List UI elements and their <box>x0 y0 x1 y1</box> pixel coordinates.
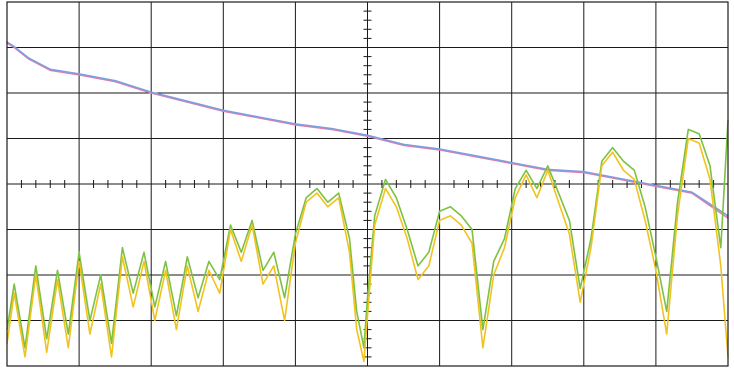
traces <box>6 41 729 363</box>
series-line-3 <box>6 119 729 349</box>
series-line-2 <box>6 41 729 217</box>
series-line-4 <box>6 137 729 363</box>
graticule-grid <box>7 2 728 366</box>
plot-frame <box>6 1 729 367</box>
series-line-1 <box>6 42 729 219</box>
